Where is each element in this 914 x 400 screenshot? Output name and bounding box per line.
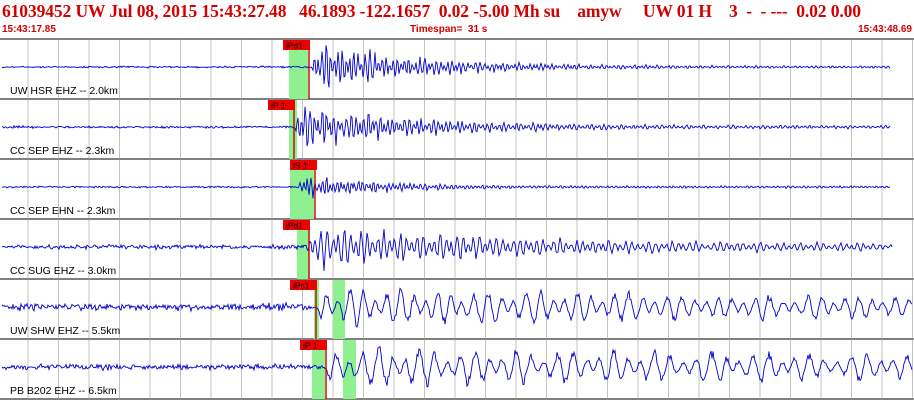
waveform-trace	[1, 45, 891, 88]
timespan-label: Timespan= 31 s	[410, 24, 488, 35]
pick-flag-label: iP 1	[303, 341, 318, 351]
trace-row-uw-shw-ehz[interactable]: iPc1 UW SHW EHZ -- 5.5km	[1, 280, 913, 339]
pick-window	[333, 280, 345, 339]
window-end-time: 15:43:48.69	[858, 24, 912, 35]
pick-window	[312, 340, 325, 399]
pick-flag-box	[300, 340, 327, 350]
pick-flag-label: iPc1	[293, 281, 310, 291]
window-start-time: 15:43:17.85	[2, 24, 56, 35]
pick-flag-box	[283, 220, 310, 230]
pick-window	[289, 40, 308, 99]
trace-row-cc-sug-ehz[interactable]: iPd1 CC SUG EHZ -- 3.0km	[1, 220, 893, 279]
seismogram-panel[interactable]: iPd1 UW HSR EHZ -- 2.0km iP 1 CC SEP EHZ --…	[0, 38, 914, 400]
pick-flag-label: iPd1	[286, 221, 303, 231]
event-summary-title: 61039452 UW Jul 08, 2015 15:43:27.48 46.…	[2, 1, 861, 21]
station-label: CC SUG EHZ -- 3.0km	[10, 265, 116, 277]
waveform-trace	[1, 106, 891, 147]
pick-flag[interactable]: iPd1	[283, 220, 310, 231]
pick-flag[interactable]: iPc1	[290, 280, 317, 291]
station-label: CC SEP EHZ -- 2.3km	[10, 145, 114, 157]
pick-flag-box	[268, 100, 295, 110]
pick-window	[343, 340, 356, 399]
trace-row-cc-sep-ehz[interactable]: iP 1 CC SEP EHZ -- 2.3km	[1, 100, 891, 159]
pick-flag-box	[283, 40, 310, 50]
station-label: CC SEP EHN -- 2.3km	[10, 205, 116, 217]
time-grid	[0, 38, 914, 400]
station-label: PB B202 EHZ -- 6.5km	[10, 385, 117, 397]
waveform-header: 61039452 UW Jul 08, 2015 15:43:27.48 46.…	[0, 0, 914, 38]
trace-row-cc-sep-ehn[interactable]: iS 1 CC SEP EHN -- 2.3km	[1, 160, 891, 219]
trace-row-uw-hsr-ehz[interactable]: iPd1 UW HSR EHZ -- 2.0km	[1, 40, 891, 99]
station-label: UW HSR EHZ -- 2.0km	[10, 85, 118, 97]
pick-flag[interactable]: iP 1	[268, 100, 295, 111]
trace-row-pb-b202-ehz[interactable]: iP 1 PB B202 EHZ -- 6.5km	[1, 340, 913, 399]
waveform-trace	[1, 345, 913, 388]
pick-window	[297, 220, 309, 279]
pick-flag-label: iPd1	[286, 41, 303, 51]
pick-flag-box	[290, 160, 317, 170]
pick-flag[interactable]: iP 1	[300, 340, 327, 351]
waveform-trace	[1, 287, 913, 329]
waveform-trace	[1, 177, 891, 199]
station-label: UW SHW EHZ -- 5.5km	[10, 325, 120, 337]
pick-flag-label: iP 1	[271, 101, 286, 111]
pick-window	[289, 100, 297, 159]
pick-flag-label: iS 1	[293, 161, 308, 171]
pick-flag[interactable]: iS 1	[290, 160, 317, 171]
pick-flag-box	[290, 280, 317, 290]
waveform-trace	[1, 228, 893, 271]
pick-flag[interactable]: iPd1	[283, 40, 310, 51]
